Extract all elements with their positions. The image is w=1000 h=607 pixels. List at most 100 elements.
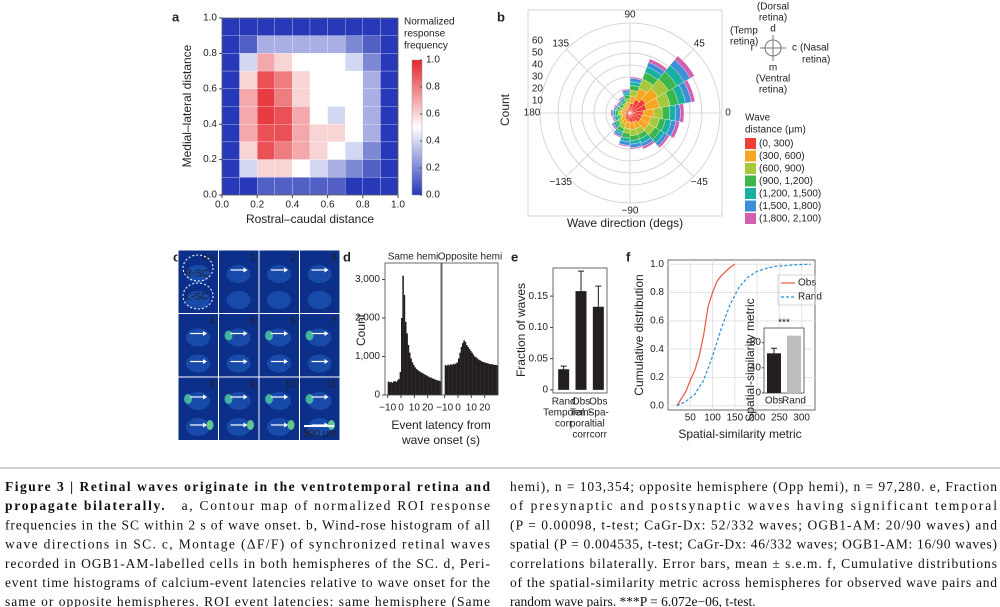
glow [186,418,210,436]
hist-bar [471,352,473,395]
panel-label: e [511,249,518,264]
heat-cell [327,123,346,143]
hist-bar [394,381,396,395]
arrow-head [284,422,288,428]
inset-bar [787,335,801,393]
glow [307,354,332,373]
heat-cell [257,177,276,196]
activity [224,394,233,404]
x-tick-label: −10 [436,403,453,414]
x-tick-label: 0.8 [356,200,370,211]
caption-line: same or opposite hemispheres. ROI event … [5,594,490,607]
angle-tick-label: 135 [552,38,569,49]
heat-cell [239,106,258,125]
radial-tick-label: 40 [532,60,544,71]
radial-tick-label: 60 [532,36,544,47]
x-tick-label: 0 [455,403,461,414]
hist-bar [425,374,427,395]
hist-bar [410,358,412,395]
arrow-head [243,331,248,336]
heat-cell [257,17,276,36]
x-tick-label: 0.2 [250,200,264,211]
heat-cell [362,17,381,36]
heat-cell [274,106,293,125]
inset-y-tick-label: 80 [750,337,762,348]
heat-cell [380,35,399,54]
inset-category: Rand [782,396,806,407]
legend-label: (600, 900) [759,164,805,175]
heat-cell [221,35,240,54]
arrow-head [203,422,207,428]
error-bar [560,365,567,370]
heat-cell [239,141,258,160]
y-tick-label: 1.0 [650,259,664,270]
heat-cell [345,159,364,178]
heat-cell [345,177,364,196]
radial-tick-label: 10 [532,96,544,107]
angle-tick-label: −135 [549,177,572,188]
bar [575,291,587,390]
activity [247,420,254,430]
heat-cell [380,177,399,196]
caption-line: wave directions in SC. c, Montage (ΔF/F)… [5,537,490,552]
heat-cell [292,159,311,178]
panel-label: f [626,249,631,264]
hist-bar [414,367,416,395]
hist-bar [434,379,436,395]
hist-bar [391,382,394,395]
hist-bar [480,361,483,395]
hist-bar [454,364,456,395]
heat-cell [221,159,240,178]
wedge [661,105,670,121]
heat-cell [239,53,258,72]
heat-cell [327,70,346,89]
legend-swatch [745,163,756,174]
glow [226,291,251,309]
axis-label: Fraction of waves [514,283,528,377]
heat-cell [239,123,258,143]
y-tick-label: 0.0 [650,400,664,411]
heat-cell [257,88,276,107]
glow [226,418,251,436]
heat-cell [345,123,364,143]
x-tick-label: 1.0 [391,200,405,211]
legend-label: (1,800, 2,100) [759,214,821,225]
y-tick-label: 0.05 [529,353,549,364]
caption-line: Figure 3 | Retinal waves originate in th… [5,479,490,494]
hist-bar [444,364,447,395]
wedge [679,103,685,123]
heat-cell [309,88,328,107]
heat-cell [239,88,258,107]
legend-swatch [745,188,756,199]
arrow-head [324,267,329,273]
x-tick-label: Temporal [543,408,584,419]
heat-cell [257,106,276,125]
heat-cell [292,17,311,36]
y-tick-label: 0.15 [529,291,549,302]
arrow-head [203,331,207,336]
x-tick-label: 50 [685,413,697,424]
wedge [618,143,631,147]
caption-span: frequencies in the SC within 2 s of wave… [5,517,490,532]
legend-swatch [745,150,756,162]
legend-label: (1,200, 1,500) [759,189,821,200]
bar [558,369,570,390]
glow [226,354,251,373]
y-tick-label: 0 [542,385,548,396]
heat-cell [362,35,381,54]
x-tick-label: poral [570,419,592,430]
angle-tick-label: 180 [524,108,541,119]
hist-bar [460,346,463,395]
caption-line: frequencies in the SC within 2 s of wave… [5,517,490,532]
hist-bar [398,378,400,395]
wedge [668,104,676,122]
heat-cell [257,35,276,54]
wedge [611,122,618,130]
hist-bar [446,365,448,395]
heat-cell [327,159,346,178]
heat-cell [362,159,381,178]
angle-tick-label: −45 [691,177,708,188]
radial-tick-label: 20 [532,84,544,95]
legend-label: Rand [798,292,822,303]
